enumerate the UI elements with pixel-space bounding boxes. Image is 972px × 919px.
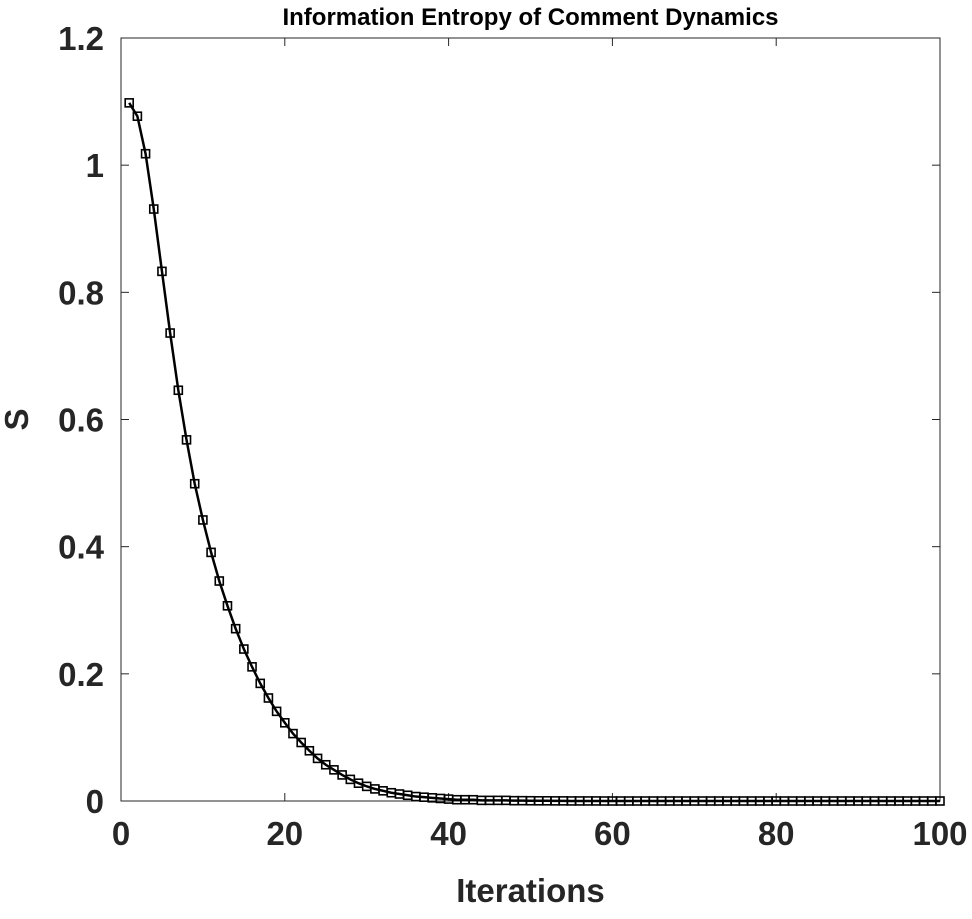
data-point-marker bbox=[320, 759, 331, 770]
y-tick-label: 1.2 bbox=[58, 20, 104, 57]
y-tick-label: 0.6 bbox=[58, 402, 104, 439]
data-point-marker bbox=[173, 385, 184, 396]
chart-title: Information Entropy of Comment Dynamics bbox=[282, 4, 778, 31]
data-point-marker bbox=[165, 328, 175, 338]
y-tick-label: 0 bbox=[86, 783, 104, 820]
data-point-marker bbox=[279, 717, 290, 728]
data-point-marker bbox=[271, 706, 282, 717]
y-tick-label: 1 bbox=[86, 147, 104, 184]
data-point-marker bbox=[312, 753, 323, 764]
data-point-marker bbox=[263, 693, 274, 703]
data-point-marker bbox=[189, 478, 200, 489]
data-point-marker bbox=[198, 515, 208, 525]
y-axis-label: S bbox=[0, 408, 35, 430]
data-point-marker bbox=[296, 737, 306, 748]
data-point-marker bbox=[288, 728, 298, 739]
data-point-marker bbox=[206, 547, 216, 558]
data-point-marker bbox=[157, 266, 167, 277]
tick-labels: 0 20 40 60 80 100 0 0.2 0.4 0.6 0.8 1 1.2 bbox=[58, 20, 967, 852]
y-tick-label: 0.4 bbox=[58, 529, 105, 566]
data-point-marker bbox=[214, 576, 225, 586]
plot-area-frame bbox=[120, 37, 941, 802]
data-point-marker bbox=[239, 644, 249, 654]
series-markers bbox=[124, 98, 945, 806]
x-tick-label: 100 bbox=[912, 815, 967, 852]
data-point-marker bbox=[132, 111, 143, 122]
data-point-marker bbox=[255, 678, 266, 689]
x-tick-label: 40 bbox=[430, 815, 467, 852]
data-point-marker bbox=[148, 204, 159, 214]
x-axis-label: Iterations bbox=[456, 872, 605, 909]
x-tick-label: 20 bbox=[266, 815, 303, 852]
data-point-marker bbox=[222, 600, 233, 611]
data-point-marker bbox=[181, 435, 192, 445]
data-point-marker bbox=[304, 745, 315, 756]
data-point-marker bbox=[247, 662, 257, 672]
data-point-marker bbox=[935, 796, 945, 806]
y-tick-label: 0.2 bbox=[58, 656, 104, 693]
x-tick-label: 60 bbox=[594, 815, 631, 852]
data-point-marker bbox=[230, 623, 241, 634]
data-point-marker bbox=[140, 148, 151, 159]
x-tick-label: 0 bbox=[112, 815, 130, 852]
data-point-marker bbox=[329, 765, 339, 775]
x-tick-label: 80 bbox=[758, 815, 795, 852]
y-tick-label: 0.8 bbox=[58, 274, 104, 311]
data-point-marker bbox=[124, 98, 134, 108]
